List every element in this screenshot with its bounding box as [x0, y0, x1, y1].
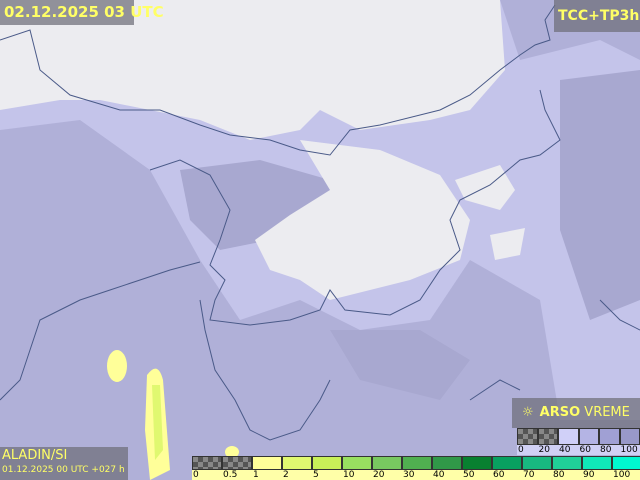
legend-swatch [402, 456, 432, 470]
legend-swatch [578, 428, 599, 445]
legend-swatch [537, 428, 558, 445]
legend-tick-label: 50 [463, 470, 475, 480]
legend-swatch [612, 456, 640, 470]
legend-swatch [619, 428, 640, 445]
legend-swatch [582, 456, 612, 470]
legend-swatch [432, 456, 462, 470]
legend-tick-label: 80 [600, 445, 612, 455]
legend-swatch [522, 456, 552, 470]
borders-and-coastlines [0, 4, 640, 441]
dense-cloud-areas [180, 70, 640, 400]
legend-swatch [282, 456, 312, 470]
legend-swatch [312, 456, 342, 470]
legend-swatch [222, 456, 252, 470]
legend-tick-label: 100 [620, 445, 638, 455]
legend-swatch [492, 456, 522, 470]
legend-tick-label: 20 [373, 470, 385, 480]
legend-tick-label: 5 [313, 470, 319, 480]
logo-suffix: VREME [584, 405, 630, 420]
legend-swatch [462, 456, 492, 470]
valid-time-label: 02.12.2025 03 UTC [0, 0, 164, 25]
legend-tick-label: 0 [193, 470, 199, 480]
legend-tick-label: 30 [403, 470, 415, 480]
legend-tick-label: 90 [583, 470, 595, 480]
model-run: 01.12.2025 00 UTC +027 h [2, 465, 125, 475]
cloud-cover-legend [517, 428, 640, 445]
model-info: ALADIN/SI 01.12.2025 00 UTC +027 h [0, 447, 128, 480]
sun-cloud-icon: ☼ [522, 405, 534, 420]
legend-tick-label: 20 [538, 445, 550, 455]
legend-swatch [552, 456, 582, 470]
product-label: TCC+TP3h [554, 0, 640, 32]
legend-swatch [517, 428, 538, 445]
legend-tick-label: 100 [613, 470, 631, 480]
precipitation-areas [107, 350, 239, 480]
legend-tick-label: 60 [493, 470, 505, 480]
legend-swatch [252, 456, 282, 470]
legend-swatch [558, 428, 579, 445]
legend-swatch [192, 456, 222, 470]
arso-logo: ☼ ARSO VREME [512, 398, 640, 428]
legend-tick-label: 2 [283, 470, 289, 480]
legend-tick-label: 60 [579, 445, 591, 455]
cloud-cover-legend-labels: 0 20 40 60 80 100 [517, 445, 640, 455]
precipitation-legend-labels: 0 0.5 1 2 5 10 20 30 40 50 60 70 80 90 100 [192, 470, 640, 480]
precipitation-legend [192, 456, 640, 470]
legend-swatch [372, 456, 402, 470]
legend-tick-label: 0.5 [223, 470, 238, 480]
legend-tick-label: 70 [523, 470, 535, 480]
legend-tick-label: 1 [253, 470, 259, 480]
model-name: ALADIN/SI [2, 448, 68, 463]
legend-tick-label: 40 [559, 445, 571, 455]
legend-tick-label: 40 [433, 470, 445, 480]
logo-brand: ARSO [539, 405, 581, 420]
legend-tick-label: 0 [518, 445, 524, 455]
legend-tick-label: 10 [343, 470, 355, 480]
legend-tick-label: 80 [553, 470, 565, 480]
legend-swatch [342, 456, 372, 470]
legend-swatch [599, 428, 620, 445]
